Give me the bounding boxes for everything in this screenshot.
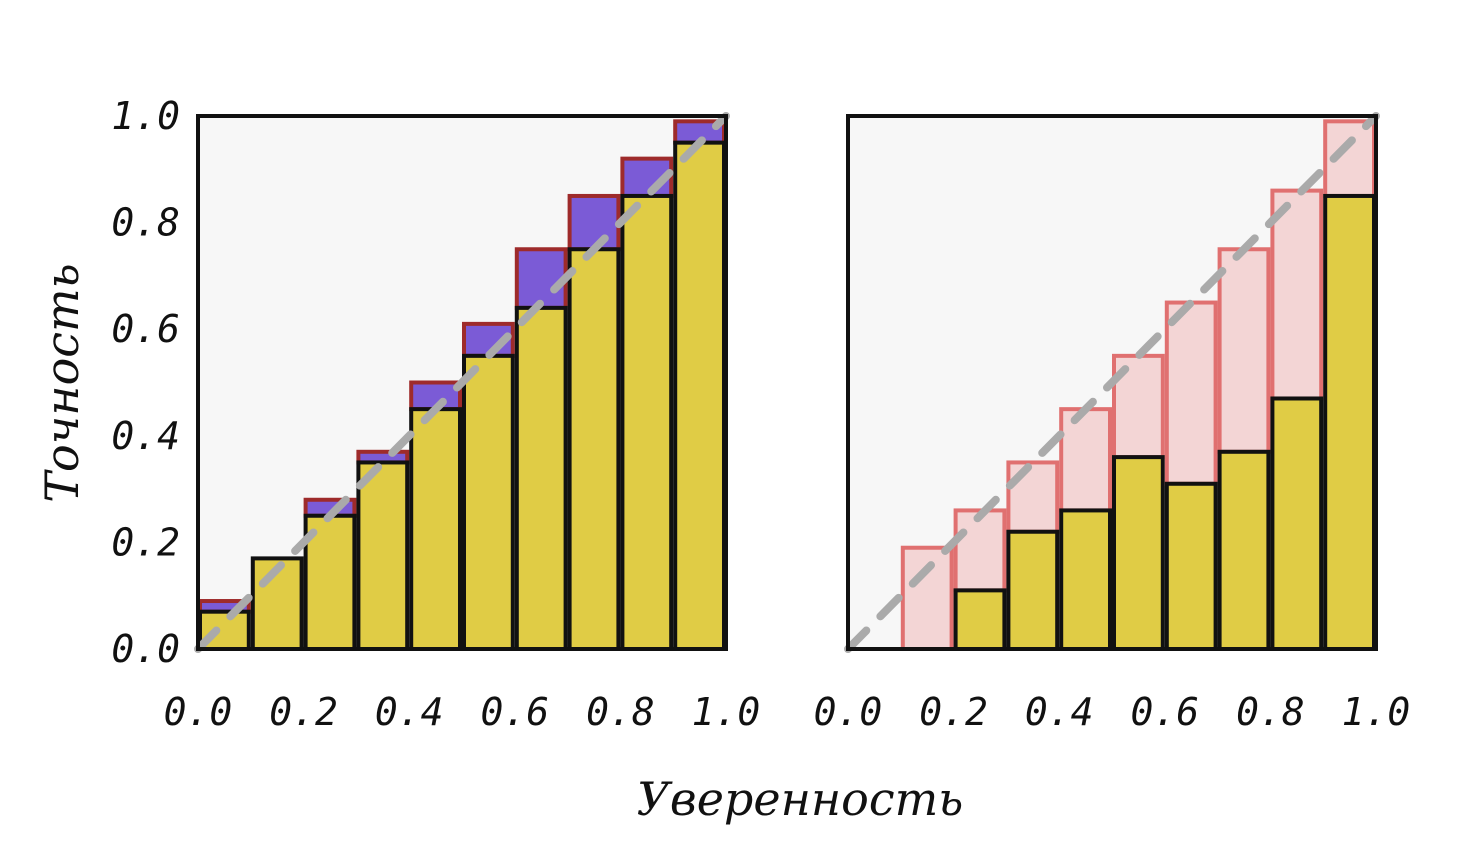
right-accuracy-bar — [1164, 481, 1218, 651]
left-x-ticks: 0.0 0.2 0.4 0.6 0.8 1.0 — [164, 690, 761, 734]
right-accuracy-bar — [1270, 396, 1324, 651]
x-axis-label: Уверенность — [637, 772, 964, 826]
right-x-tick-label: 0.8 — [1236, 690, 1305, 734]
right-x-tick-label: 0.0 — [814, 690, 883, 734]
left-x-tick-label: 0.4 — [375, 690, 444, 734]
right-x-tick-label: 0.6 — [1130, 690, 1199, 734]
left-accuracy-bar — [356, 460, 410, 652]
left-gap-bar — [514, 247, 568, 310]
y-axis-label: Точность — [35, 263, 89, 502]
right-plot-frame — [846, 114, 1378, 651]
right-accuracy-bar — [1006, 529, 1060, 651]
left-x-tick-label: 1.0 — [692, 690, 761, 734]
left-panel: 0.0 0.2 0.4 0.6 0.8 1.0 0.0 0.2 0.4 0.6 0.8 1.0 — [111, 94, 760, 734]
left-bars — [198, 119, 727, 652]
right-accuracy-bar — [953, 588, 1007, 651]
right-gap-bar — [1006, 460, 1060, 534]
left-x-tick-label: 0.6 — [480, 690, 549, 734]
right-diagonal-line — [844, 112, 1380, 653]
right-gap-bar — [1059, 407, 1112, 513]
left-y-tick-label: 0.4 — [111, 414, 180, 458]
left-y-tick-label: 0.2 — [111, 520, 180, 564]
left-plot-frame — [196, 114, 728, 651]
right-gap-bar — [1164, 300, 1218, 486]
right-gap-bar — [953, 508, 1007, 593]
right-gap-bar — [900, 545, 954, 651]
left-x-tick-label: 0.0 — [164, 690, 233, 734]
right-accuracy-bar — [1217, 449, 1271, 652]
left-diagonal-line — [194, 112, 730, 653]
left-accuracy-bar — [514, 305, 568, 651]
right-accuracy-bar — [1112, 455, 1165, 651]
right-gap-bar — [1270, 188, 1324, 401]
right-x-ticks: 0.0 0.2 0.4 0.6 0.8 1.0 — [814, 690, 1411, 734]
left-accuracy-bar — [462, 353, 515, 651]
right-x-tick-label: 0.2 — [919, 690, 988, 734]
right-gap-bar — [1217, 247, 1271, 454]
left-accuracy-bar — [567, 247, 621, 651]
right-accuracy-bar — [1323, 193, 1376, 651]
left-y-tick-label: 0.6 — [111, 307, 180, 351]
right-x-tick-label: 0.4 — [1025, 690, 1094, 734]
right-x-tick-label: 1.0 — [1342, 690, 1411, 734]
left-accuracy-bar — [673, 140, 727, 651]
left-y-ticks: 0.0 0.2 0.4 0.6 0.8 1.0 — [111, 94, 180, 671]
right-accuracy-bar — [1059, 508, 1112, 652]
left-gap-bar — [567, 193, 621, 252]
left-x-tick-label: 0.2 — [269, 690, 338, 734]
right-panel: 0.0 0.2 0.4 0.6 0.8 1.0 — [814, 112, 1411, 734]
left-y-tick-label: 0.0 — [111, 627, 180, 671]
left-y-tick-label: 0.8 — [111, 201, 180, 245]
left-accuracy-bar — [409, 407, 463, 651]
left-y-tick-label: 1.0 — [111, 94, 180, 138]
left-x-tick-label: 0.8 — [586, 690, 655, 734]
left-accuracy-bar — [620, 193, 674, 651]
